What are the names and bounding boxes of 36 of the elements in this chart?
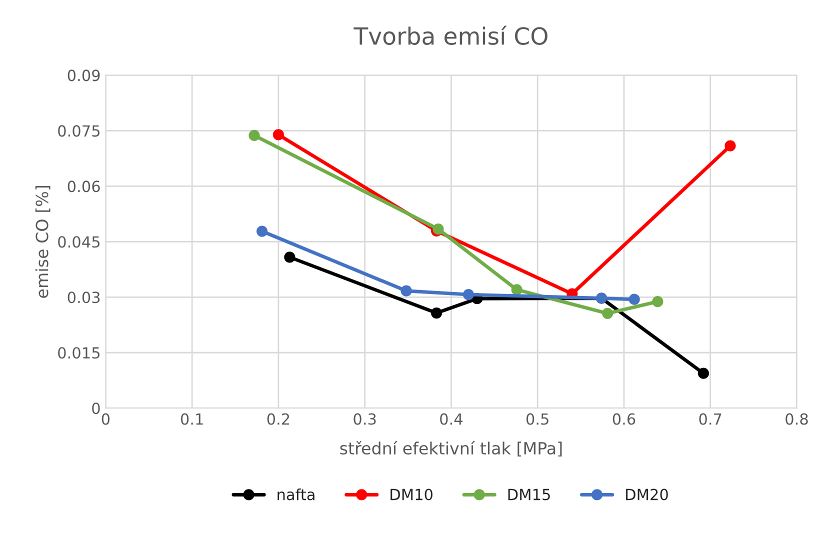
x-tick-label: 0.7 bbox=[699, 413, 722, 425]
chart-title: Tvorba emisí CO bbox=[354, 26, 548, 45]
point bbox=[284, 252, 296, 263]
legend-label: DM15 bbox=[508, 488, 550, 500]
x-tick-label: 0.8 bbox=[786, 413, 808, 425]
point bbox=[628, 294, 640, 305]
x-tick-label: 0.1 bbox=[180, 413, 203, 425]
y-tick-label: 0.03 bbox=[68, 292, 100, 304]
y-tick-label: 0.06 bbox=[68, 180, 100, 192]
y-tick-label: 0.09 bbox=[68, 70, 100, 82]
x-axis-title: střední efektivní tlak [MPa] bbox=[340, 440, 562, 457]
y-tick-label: 0.075 bbox=[58, 125, 100, 137]
point bbox=[400, 285, 412, 296]
point bbox=[511, 284, 522, 296]
point bbox=[430, 307, 442, 319]
x-tick-label: 0.5 bbox=[526, 413, 548, 425]
x-tick-label: 0 bbox=[102, 413, 110, 425]
legend-label: DM20 bbox=[626, 488, 668, 500]
point bbox=[652, 296, 664, 308]
point bbox=[724, 140, 736, 152]
x-tick-label: 0.2 bbox=[267, 413, 290, 425]
x-tick-label: 0.3 bbox=[354, 413, 376, 425]
y-tick-label: 0.015 bbox=[58, 347, 100, 359]
point bbox=[272, 129, 284, 140]
y-axis-title: emise CO [%] bbox=[35, 186, 50, 298]
x-tick-label: 0.4 bbox=[440, 413, 463, 425]
point bbox=[256, 226, 268, 237]
legend-label: nafta bbox=[278, 488, 314, 500]
legend-label: DM10 bbox=[390, 488, 432, 500]
point bbox=[462, 288, 474, 300]
point bbox=[602, 308, 614, 319]
point bbox=[248, 130, 260, 142]
point bbox=[698, 368, 710, 379]
x-tick-label: 0.6 bbox=[612, 413, 636, 425]
y-tick-label: 0 bbox=[92, 402, 100, 414]
y-tick-label: 0.045 bbox=[58, 236, 100, 248]
